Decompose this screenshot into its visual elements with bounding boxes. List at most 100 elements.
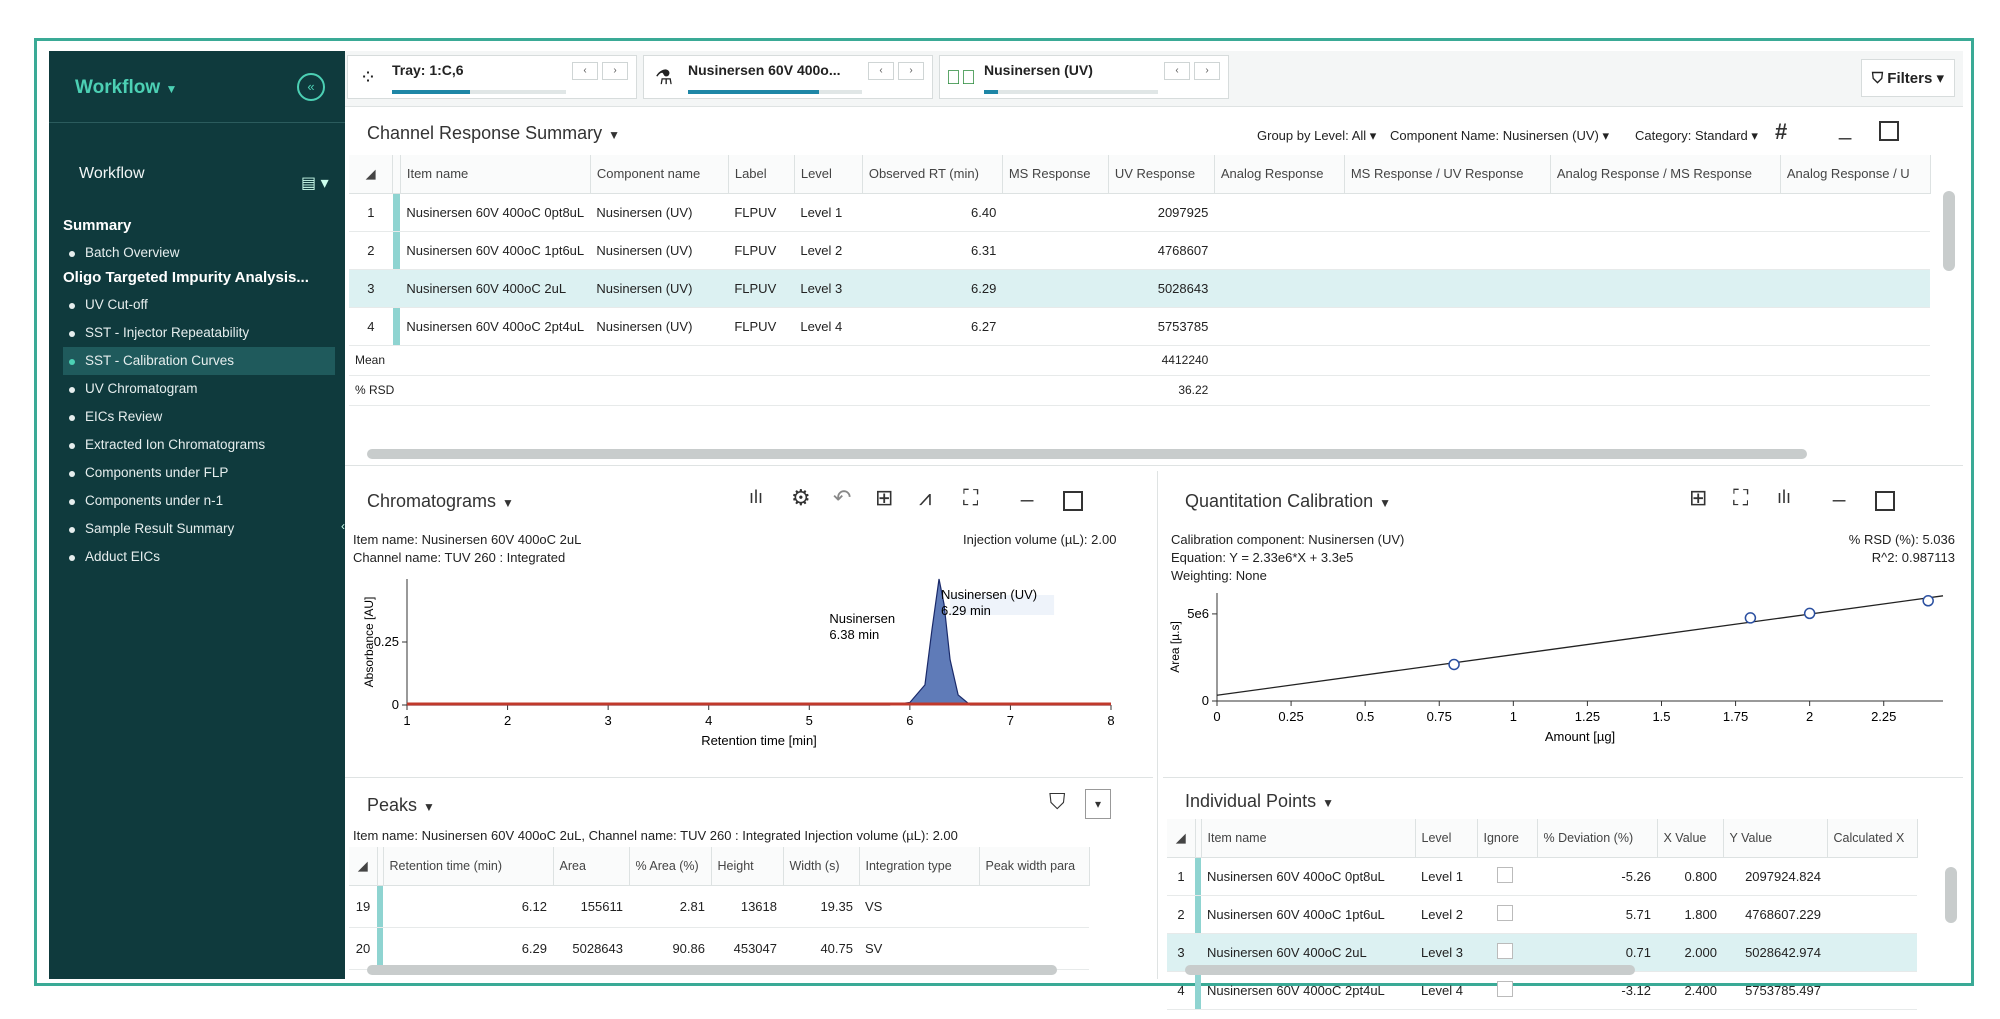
- maximize-icon[interactable]: [1063, 491, 1083, 511]
- tray-next-button[interactable]: ›: [602, 62, 628, 80]
- filter-dropdown-button[interactable]: ▾: [1085, 789, 1111, 819]
- fullscreen-icon[interactable]: ⛶: [1733, 485, 1749, 510]
- maximize-icon[interactable]: [1875, 491, 1895, 511]
- select-all-corner[interactable]: ◢: [1167, 819, 1196, 858]
- sidebar-item[interactable]: UV Cut-off: [63, 291, 343, 319]
- table-row[interactable]: 2 Nusinersen 60V 400oC 1pt6uL Nusinersen (…: [349, 231, 1931, 270]
- column-header[interactable]: Component name: [590, 155, 729, 194]
- column-header[interactable]: Calculated X: [1827, 819, 1918, 858]
- settings-gear-icon[interactable]: ⚙: [791, 485, 811, 510]
- sidebar-item[interactable]: EICs Review: [63, 403, 343, 431]
- column-header[interactable]: Level: [794, 155, 863, 194]
- sample-prev-button[interactable]: ‹: [868, 62, 894, 80]
- ignore-checkbox[interactable]: [1497, 866, 1513, 883]
- calibration-point[interactable]: [1803, 607, 1816, 620]
- column-header[interactable]: Item name: [1201, 819, 1416, 858]
- sidebar-item[interactable]: UV Chromatogram: [63, 375, 343, 403]
- column-header[interactable]: Analog Response / MS Response: [1550, 155, 1781, 194]
- tray-selector[interactable]: ⁘ Tray: 1:C,6 ‹ ›: [347, 55, 637, 99]
- calibration-point[interactable]: [1448, 658, 1460, 671]
- sample-selector[interactable]: ⚗ Nusinersen 60V 400o... ‹ ›: [643, 55, 933, 99]
- filters-button[interactable]: ⛉ Filters ▾: [1860, 59, 1955, 97]
- category-filter[interactable]: Category: Standard ▾: [1635, 128, 1758, 143]
- column-header[interactable]: Ignore: [1477, 819, 1538, 858]
- component-name-filter[interactable]: Component Name: Nusinersen (UV) ▾: [1390, 128, 1609, 143]
- table-row[interactable]: 1 Nusinersen 60V 400oC 0pt8uL Level 1 -5.26…: [1167, 857, 1917, 896]
- column-header[interactable]: % Deviation (%): [1537, 819, 1658, 858]
- sidebar-item[interactable]: SST - Injector Repeatability: [63, 319, 343, 347]
- table-view-icon[interactable]: ⊞: [1689, 485, 1708, 510]
- sidebar-item[interactable]: Batch Overview: [63, 239, 343, 267]
- column-header[interactable]: Integration type: [859, 847, 980, 886]
- column-header[interactable]: Peak width para: [979, 847, 1090, 886]
- minimize-icon[interactable]: _: [1839, 115, 1852, 140]
- table-row[interactable]: 3 Nusinersen 60V 400oC 2uL Nusinersen (UV)…: [349, 269, 1931, 308]
- peaks-horizontal-scrollbar[interactable]: [367, 965, 1057, 975]
- sidebar-item[interactable]: SST - Calibration Curves: [63, 347, 335, 375]
- column-header[interactable]: Level: [1415, 819, 1478, 858]
- component-next-button[interactable]: ›: [1194, 62, 1220, 80]
- table-row[interactable]: 3 Nusinersen 60V 400oC 2uL Level 3 0.71 2.00…: [1167, 933, 1917, 972]
- peak-select-icon[interactable]: ılı: [749, 487, 764, 507]
- component-selector[interactable]: ✓⃝ Nusinersen (UV) ‹ ›: [939, 55, 1229, 99]
- chart-options-icon[interactable]: ⩘: [919, 485, 932, 510]
- table-row[interactable]: 2 Nusinersen 60V 400oC 1pt6uL Level 2 5.71 1…: [1167, 895, 1917, 934]
- calibration-point[interactable]: [1922, 595, 1934, 607]
- vertical-splitter[interactable]: [1157, 471, 1158, 979]
- hash-icon[interactable]: #: [1775, 119, 1788, 144]
- sidebar-item[interactable]: Extracted Ion Chromatograms: [63, 431, 343, 459]
- column-header[interactable]: Label: [728, 155, 795, 194]
- points-horizontal-scrollbar[interactable]: [1185, 965, 1635, 975]
- calibration-point[interactable]: [1744, 612, 1757, 624]
- minimize-icon[interactable]: _: [1021, 477, 1034, 502]
- column-header[interactable]: Item name: [400, 155, 591, 194]
- select-all-corner[interactable]: ◢: [349, 847, 378, 886]
- sidebar-item[interactable]: Components under FLP: [63, 459, 343, 487]
- column-header[interactable]: Width (s): [783, 847, 860, 886]
- workflow-dropdown[interactable]: Workflow ▼: [75, 77, 178, 98]
- channel-summary-title[interactable]: Channel Response Summary ▼: [367, 123, 621, 143]
- table-row[interactable]: 4 Nusinersen 60V 400oC 2pt4uL Nusinersen (…: [349, 307, 1931, 346]
- summary-vertical-scrollbar[interactable]: [1943, 191, 1955, 271]
- table-row[interactable]: 19 6.12 155611 2.81 13618 19.35 VS: [349, 885, 1089, 928]
- column-header[interactable]: UV Response: [1108, 155, 1215, 194]
- panel-splitter[interactable]: [345, 465, 1963, 466]
- table-view-icon[interactable]: ⊞: [875, 485, 894, 510]
- filter-icon[interactable]: ⛉: [1049, 789, 1066, 814]
- undo-icon[interactable]: ↶: [833, 485, 852, 510]
- ignore-checkbox[interactable]: [1497, 942, 1513, 959]
- sidebar-item[interactable]: Components under n-1: [63, 487, 343, 515]
- peaks-title[interactable]: Peaks ▼: [367, 795, 435, 815]
- column-header[interactable]: Retention time (min): [383, 847, 554, 886]
- column-header[interactable]: Analog Response: [1214, 155, 1345, 194]
- column-header[interactable]: X Value: [1657, 819, 1724, 858]
- summary-horizontal-scrollbar[interactable]: [367, 449, 1807, 459]
- integrated-peak-area[interactable]: [909, 579, 971, 705]
- chromatograms-title[interactable]: Chromatograms ▼: [367, 491, 514, 511]
- component-prev-button[interactable]: ‹: [1164, 62, 1190, 80]
- tray-prev-button[interactable]: ‹: [572, 62, 598, 80]
- maximize-icon[interactable]: [1879, 121, 1899, 141]
- fullscreen-icon[interactable]: ⛶: [963, 485, 979, 510]
- group-by-filter[interactable]: Group by Level: All ▾: [1257, 128, 1377, 143]
- sidebar-item[interactable]: Adduct EICs: [63, 543, 343, 571]
- sidebar-item[interactable]: Sample Result Summary: [63, 515, 343, 543]
- sample-next-button[interactable]: ›: [898, 62, 924, 80]
- column-header[interactable]: Height: [711, 847, 784, 886]
- select-all-corner[interactable]: ◢: [349, 155, 394, 194]
- table-row[interactable]: 4 Nusinersen 60V 400oC 2pt4uL Level 4 -3.12…: [1167, 971, 1917, 1010]
- individual-points-title[interactable]: Individual Points ▼: [1185, 791, 1334, 811]
- table-row[interactable]: 1 Nusinersen 60V 400oC 0pt8uL Nusinersen (…: [349, 193, 1931, 232]
- points-vertical-scrollbar[interactable]: [1945, 867, 1957, 923]
- cal-splitter[interactable]: [1163, 777, 1963, 778]
- column-header[interactable]: MS Response: [1002, 155, 1109, 194]
- column-header[interactable]: MS Response / UV Response: [1344, 155, 1551, 194]
- table-row[interactable]: 20 6.29 5028643 90.86 453047 40.75 SV: [349, 927, 1089, 970]
- workflow-menu-icon[interactable]: ▤ ▾: [301, 175, 329, 192]
- ignore-checkbox[interactable]: [1497, 980, 1513, 997]
- column-header[interactable]: Y Value: [1723, 819, 1828, 858]
- column-header[interactable]: Area: [553, 847, 630, 886]
- column-header[interactable]: Observed RT (min): [862, 155, 1003, 194]
- calibration-chart[interactable]: 0 0.25 0.5 0.75 1 1.25 1.5 1.75 2 2.25 0 5e6 Area [µ…: [1163, 585, 1963, 773]
- chrom-splitter[interactable]: [345, 777, 1153, 778]
